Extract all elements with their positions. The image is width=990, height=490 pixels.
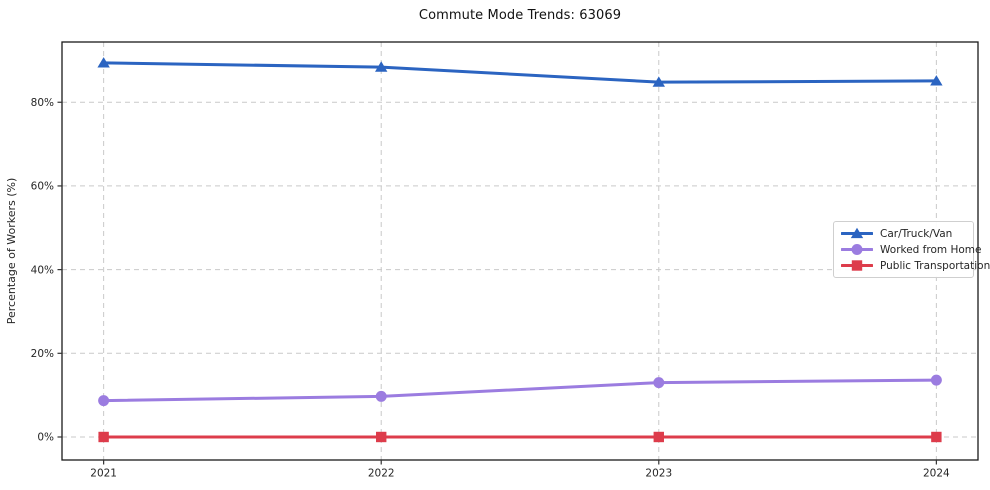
x-tick-label: 2021 <box>90 468 117 480</box>
legend-label: Car/Truck/Van <box>880 227 953 240</box>
y-tick-label: 60% <box>31 181 54 193</box>
data-point-public-transportation <box>653 431 664 443</box>
data-point-worked-from-home <box>375 390 387 402</box>
x-tick-label: 2023 <box>645 468 672 480</box>
data-point-car-truck-van <box>97 57 110 68</box>
legend-marker-public-transportation-icon <box>841 260 873 271</box>
data-point-public-transportation <box>931 431 942 443</box>
data-point-worked-from-home <box>98 395 110 407</box>
y-tick-label: 0% <box>37 432 54 444</box>
legend-item-public-transportation: Public Transportation <box>841 259 990 272</box>
chart-title: Commute Mode Trends: 63069 <box>418 8 622 23</box>
data-point-public-transportation <box>376 431 387 443</box>
legend-item-worked-from-home: Worked from Home <box>841 243 981 256</box>
series-line-car-truck-van <box>102 61 938 84</box>
legend-sample-marker <box>850 227 864 239</box>
y-tick-label: 40% <box>31 264 54 276</box>
data-point-public-transportation <box>98 431 109 443</box>
legend-marker-car-truck-van-icon <box>841 227 873 239</box>
legend-label: Public Transportation <box>880 259 990 272</box>
data-point-worked-from-home <box>653 377 665 389</box>
data-point-worked-from-home <box>930 374 942 386</box>
y-tick-label: 80% <box>31 97 54 109</box>
legend-item-car-truck-van: Car/Truck/Van <box>841 227 966 240</box>
legend-label: Worked from Home <box>880 243 982 256</box>
plot-border <box>61 41 979 461</box>
legend-sample-marker <box>851 260 863 271</box>
y-axis-label: Percentage of Workers (%) <box>5 178 18 325</box>
data-point-car-truck-van <box>930 75 943 86</box>
x-tick-label: 2024 <box>923 468 950 480</box>
series-line-worked-from-home <box>102 378 938 403</box>
data-point-car-truck-van <box>375 61 388 72</box>
legend: Car/Truck/Van Worked from Home Public Tr… <box>833 221 990 278</box>
y-tick-label: 20% <box>31 348 54 360</box>
legend-sample-marker <box>851 244 863 255</box>
data-point-car-truck-van <box>652 76 665 87</box>
x-tick-label: 2022 <box>368 468 395 480</box>
legend-marker-worked-from-home-icon <box>841 244 873 255</box>
